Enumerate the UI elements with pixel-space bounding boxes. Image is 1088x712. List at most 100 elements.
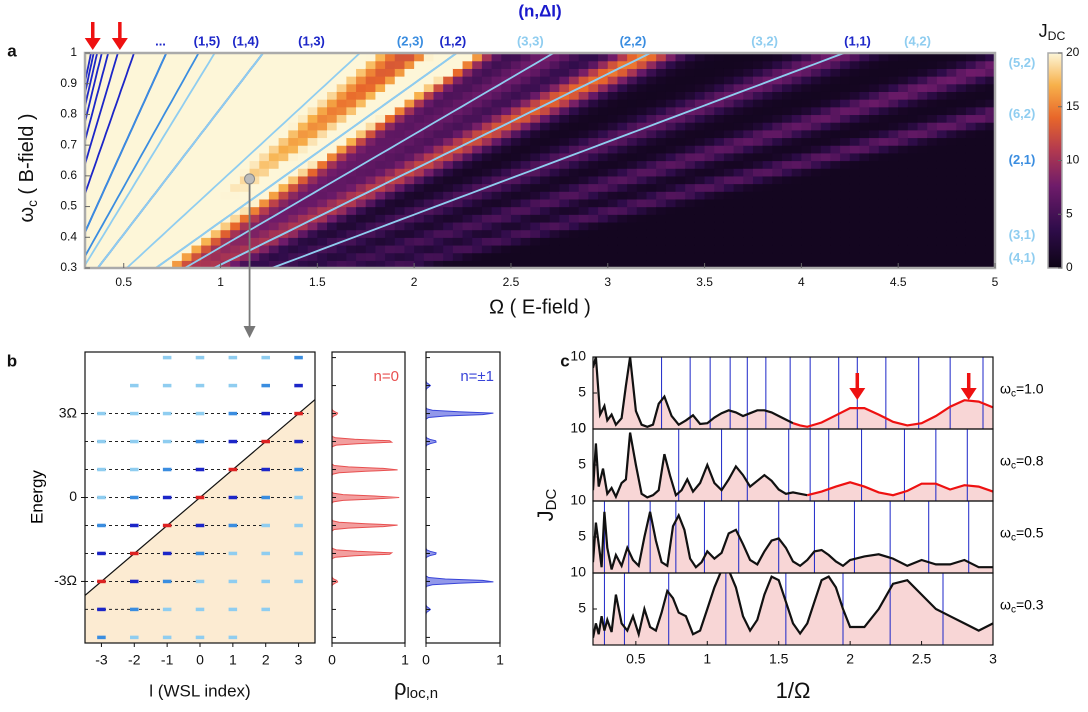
heatmap-cell: [733, 145, 744, 154]
heatmap-cell: [665, 145, 677, 154]
heatmap-cell: [365, 60, 377, 69]
heatmap-cell: [782, 168, 793, 177]
heatmap-cell: [472, 260, 483, 268]
heatmap-cell: [762, 114, 773, 123]
heatmap-cell: [191, 76, 202, 85]
heatmap-cell: [278, 145, 289, 154]
heatmap-cell: [975, 191, 986, 200]
heatmap-cell: [956, 145, 967, 154]
heatmap-cell: [191, 160, 202, 169]
heatmap-cell: [820, 168, 832, 177]
heatmap-cell: [452, 191, 464, 200]
heatmap-cell: [143, 99, 154, 108]
rho-n0-xtick-label: 0: [328, 652, 336, 668]
heatmap-cell: [365, 114, 377, 123]
heatmap-cell: [230, 198, 241, 208]
heatmap-cell: [936, 214, 948, 223]
panel-a-frame: [83, 51, 997, 270]
heatmap-cell: [733, 129, 744, 139]
heatmap-cell: [530, 129, 541, 139]
heatmap-cell: [268, 214, 280, 223]
heatmap-cell: [946, 252, 957, 261]
heatmap-cell: [220, 183, 231, 192]
heatmap-cell: [704, 191, 715, 200]
heatmap-cell: [578, 145, 590, 154]
heatmap-cell: [133, 160, 144, 169]
heatmap-cell: [888, 237, 899, 246]
heatmap-cell: [820, 60, 832, 69]
heatmap-cell: [965, 129, 977, 139]
heatmap-cell: [133, 175, 144, 185]
heatmap-cell: [762, 106, 773, 116]
heatmap-cell: [433, 60, 444, 69]
heatmap-cell: [869, 129, 880, 139]
heatmap-cell: [375, 91, 386, 100]
heatmap-cell: [452, 206, 464, 215]
heatmap-cell: [452, 60, 464, 69]
heatmap-cell: [636, 214, 648, 223]
heatmap-cell: [336, 114, 347, 123]
heatmap-cell: [540, 60, 551, 69]
heatmap-cell: [472, 129, 483, 139]
heatmap-cell: [656, 53, 667, 62]
heatmap-cell: [181, 252, 193, 261]
heatmap-cell: [627, 68, 638, 77]
heatmap-cell: [907, 129, 919, 139]
heatmap-cell: [404, 160, 415, 169]
heatmap-cell: [143, 260, 154, 268]
heatmap-cell: [201, 114, 212, 123]
heatmap-cell: [530, 114, 541, 123]
heatmap-cell: [646, 229, 657, 238]
heatmap-cell: [704, 160, 715, 169]
heatmap-cell: [752, 106, 764, 116]
panel-a-xtick-label: 1.5: [309, 275, 326, 289]
heatmap-cell: [375, 99, 386, 108]
heatmap-cell: [239, 160, 251, 169]
heatmap-cell: [288, 145, 299, 154]
heatmap-cell: [162, 91, 173, 100]
heatmap-cell: [123, 83, 135, 92]
heatmap-cell: [811, 183, 822, 192]
panel-a-xtick-label: 5: [992, 275, 999, 289]
heatmap-cell: [143, 68, 154, 77]
heatmap-cell: [230, 129, 241, 139]
heatmap-cell: [249, 114, 260, 123]
heatmap-cell: [985, 60, 995, 69]
heatmap-cell: [423, 229, 435, 238]
heatmap-cell: [704, 244, 715, 254]
heatmap-cell: [230, 152, 241, 162]
heatmap-cell: [520, 160, 531, 169]
heatmap-cell: [297, 221, 309, 231]
heatmap-cell: [501, 83, 512, 92]
heatmap-cell: [365, 252, 377, 261]
heatmap-cell: [714, 122, 725, 131]
heatmap-cell: [104, 60, 115, 69]
heatmap-cell: [152, 129, 164, 139]
heatmap-cell: [133, 244, 144, 254]
heatmap-cell: [617, 191, 628, 200]
heatmap-cell: [181, 122, 193, 131]
heatmap-cell: [578, 83, 590, 92]
heatmap-cell: [481, 145, 493, 154]
jdc-row-label-value: =0.8: [1016, 452, 1044, 468]
heatmap-cell: [598, 83, 609, 92]
heatmap-cell: [811, 252, 822, 261]
heatmap-cell: [588, 221, 599, 231]
heatmap-cell: [452, 129, 464, 139]
heatmap-cell: [859, 145, 870, 154]
heatmap-cell: [297, 244, 309, 254]
heatmap-cell: [297, 137, 309, 146]
heatmap-cell: [472, 76, 483, 85]
heatmap-cell: [685, 83, 696, 92]
heatmap-cell: [723, 214, 735, 223]
heatmap-cell: [491, 99, 502, 108]
heatmap-cell: [956, 244, 967, 254]
heatmap-cell: [927, 76, 938, 85]
jdc-curve-highlight: [792, 399, 993, 428]
heatmap-cell: [569, 244, 580, 254]
heatmap-cell: [936, 114, 948, 123]
heatmap-cell: [104, 53, 115, 62]
heatmap-cell: [491, 198, 502, 208]
heatmap-cell: [791, 106, 802, 116]
heatmap-cell: [840, 206, 851, 215]
